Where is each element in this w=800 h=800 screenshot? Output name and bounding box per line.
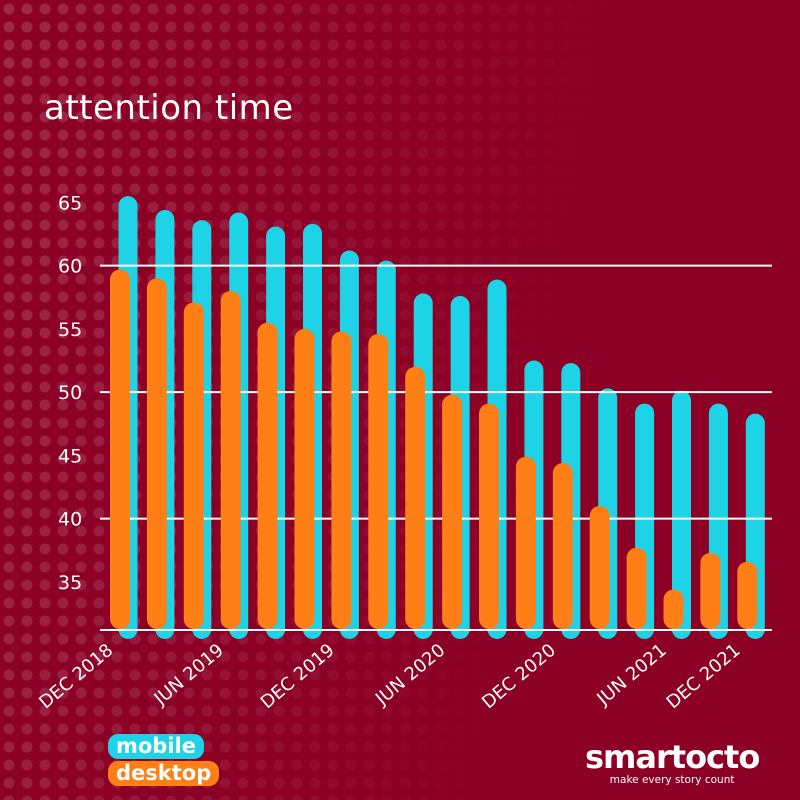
bar-desktop bbox=[700, 552, 721, 629]
bar-desktop bbox=[257, 322, 278, 629]
bar-desktop bbox=[442, 394, 463, 629]
bar-desktop bbox=[737, 561, 758, 629]
bar-desktop bbox=[294, 328, 315, 629]
x-tick-label: JUN 2019 bbox=[150, 640, 228, 710]
bar-desktop bbox=[515, 456, 536, 629]
bar-desktop bbox=[368, 333, 389, 629]
logo-name: smartocto bbox=[585, 738, 760, 776]
legend-desktop: desktop bbox=[108, 761, 220, 786]
y-tick-label: 50 bbox=[58, 382, 82, 404]
x-tick-label: DEC 2019 bbox=[257, 640, 339, 714]
bar-desktop bbox=[589, 506, 610, 629]
bar-desktop bbox=[552, 463, 573, 629]
x-tick-label: DEC 2020 bbox=[478, 640, 560, 714]
y-tick-label: 65 bbox=[58, 192, 82, 214]
bar-desktop bbox=[220, 290, 241, 629]
bar-desktop bbox=[405, 366, 426, 629]
bar-desktop bbox=[479, 403, 499, 629]
bar-desktop bbox=[331, 331, 352, 629]
y-tick-label: 45 bbox=[58, 445, 82, 467]
x-tick-label: JUN 2021 bbox=[592, 640, 670, 710]
bar-desktop bbox=[183, 302, 204, 629]
bar-desktop bbox=[146, 278, 167, 629]
bar-mobile bbox=[672, 390, 691, 639]
y-tick-label: 40 bbox=[58, 509, 82, 531]
x-tick-label: DEC 2021 bbox=[663, 640, 745, 714]
legend: mobile desktop bbox=[108, 734, 220, 788]
logo-tagline: make every story count bbox=[609, 774, 735, 786]
bar-desktop bbox=[110, 269, 130, 629]
x-tick-label: JUN 2020 bbox=[371, 640, 449, 710]
y-tick-label: 60 bbox=[58, 256, 82, 278]
y-tick-label: 35 bbox=[58, 572, 82, 594]
smartocto-logo: smartocto make every story count bbox=[585, 738, 760, 786]
bar-desktop bbox=[663, 589, 684, 629]
y-tick-label: 55 bbox=[58, 319, 82, 341]
baseline-mask bbox=[100, 631, 780, 643]
chart-title: attention time bbox=[44, 88, 294, 128]
legend-mobile: mobile bbox=[108, 734, 204, 759]
bar-desktop bbox=[626, 547, 647, 629]
x-tick-label: DEC 2018 bbox=[35, 640, 117, 714]
